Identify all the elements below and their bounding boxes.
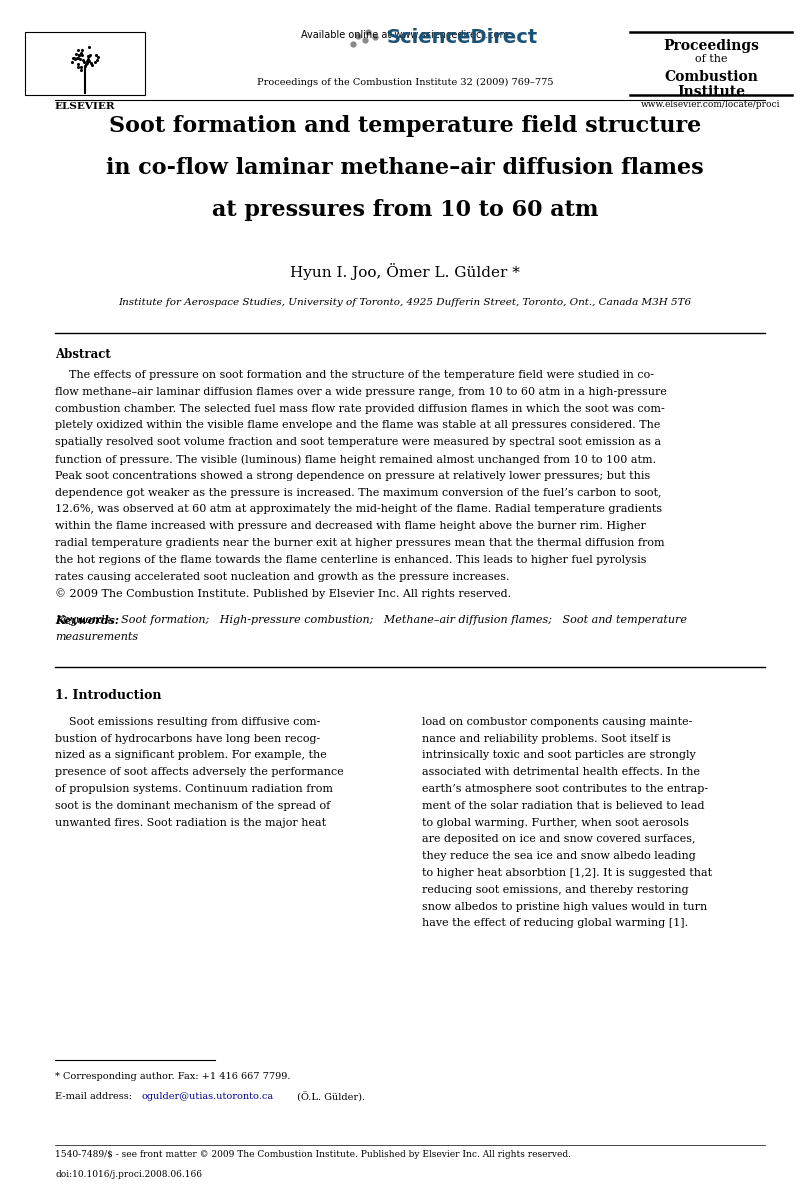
Text: 12.6%, was observed at 60 atm at approximately the mid-height of the flame. Radi: 12.6%, was observed at 60 atm at approxi… [55, 504, 662, 515]
Text: of the: of the [695, 54, 727, 65]
Text: ment of the solar radiation that is believed to lead: ment of the solar radiation that is beli… [423, 800, 705, 811]
Text: Combustion: Combustion [664, 70, 758, 84]
Point [67, 48, 80, 67]
Text: E-mail address:: E-mail address: [55, 1092, 135, 1102]
Text: pletely oxidized within the visible flame envelope and the flame was stable at a: pletely oxidized within the visible flam… [55, 420, 660, 431]
Text: associated with detrimental health effects. In the: associated with detrimental health effec… [423, 767, 701, 778]
Point [83, 37, 96, 56]
Point [75, 41, 88, 60]
Point [66, 52, 79, 71]
Text: soot is the dominant mechanism of the spread of: soot is the dominant mechanism of the sp… [55, 800, 330, 811]
Text: nized as a significant problem. For example, the: nized as a significant problem. For exam… [55, 750, 326, 761]
Point [69, 49, 82, 68]
Text: in co-flow laminar methane–air diffusion flames: in co-flow laminar methane–air diffusion… [106, 157, 704, 179]
Text: dependence got weaker as the pressure is increased. The maximum conversion of th: dependence got weaker as the pressure is… [55, 487, 662, 498]
Text: flow methane–air laminar diffusion flames over a wide pressure range, from 10 to: flow methane–air laminar diffusion flame… [55, 386, 667, 397]
Text: Abstract: Abstract [55, 348, 111, 361]
Text: the hot regions of the flame towards the flame centerline is enhanced. This lead: the hot regions of the flame towards the… [55, 554, 646, 565]
Text: Available online at www.sciencedirect.com: Available online at www.sciencedirect.co… [301, 30, 509, 40]
Text: Keywords:  Soot formation;   High-pressure combustion;   Methane–air diffusion f: Keywords: Soot formation; High-pressure … [55, 616, 687, 625]
Text: rates causing accelerated soot nucleation and growth as the pressure increases.: rates causing accelerated soot nucleatio… [55, 571, 509, 582]
Text: unwanted fires. Soot radiation is the major heat: unwanted fires. Soot radiation is the ma… [55, 817, 326, 828]
Point [71, 48, 84, 67]
Text: Keywords:: Keywords: [55, 616, 119, 626]
Point [83, 47, 96, 66]
Text: load on combustor components causing mainte-: load on combustor components causing mai… [423, 716, 693, 727]
Bar [25, 32, 145, 95]
Point [77, 50, 90, 70]
Text: Peak soot concentrations showed a strong dependence on pressure at relatively lo: Peak soot concentrations showed a strong… [55, 470, 650, 481]
Text: intrinsically toxic and soot particles are strongly: intrinsically toxic and soot particles a… [423, 750, 697, 761]
Text: combustion chamber. The selected fuel mass flow rate provided diffusion flames i: combustion chamber. The selected fuel ma… [55, 403, 665, 414]
Text: 1. Introduction: 1. Introduction [55, 689, 161, 702]
Point [81, 52, 94, 71]
Point [83, 52, 96, 71]
Text: www.elsevier.com/locate/proci: www.elsevier.com/locate/proci [642, 100, 781, 109]
Point [70, 48, 83, 67]
Point [73, 46, 86, 65]
Text: ELSEVIER: ELSEVIER [55, 102, 115, 110]
Point [83, 46, 96, 65]
Text: Proceedings of the Combustion Institute 32 (2009) 769–775: Proceedings of the Combustion Institute … [257, 78, 553, 88]
Point [92, 47, 104, 66]
Text: * Corresponding author. Fax: +1 416 667 7799.: * Corresponding author. Fax: +1 416 667 … [55, 1072, 291, 1081]
Text: Hyun I. Joo, Ömer L. Gülder *: Hyun I. Joo, Ömer L. Gülder * [290, 263, 520, 280]
Text: The effects of pressure on soot formation and the structure of the temperature f: The effects of pressure on soot formatio… [55, 370, 654, 380]
Text: Soot formation and temperature field structure: Soot formation and temperature field str… [109, 115, 701, 137]
Point [81, 46, 94, 65]
Text: of propulsion systems. Continuum radiation from: of propulsion systems. Continuum radiati… [55, 784, 333, 794]
Point [72, 41, 85, 60]
Point [90, 46, 103, 65]
Point [73, 46, 86, 65]
Point [79, 56, 92, 76]
Point [76, 46, 89, 65]
Text: within the flame increased with pressure and decreased with flame height above t: within the flame increased with pressure… [55, 521, 646, 532]
Text: 1540-7489/$ - see front matter © 2009 The Combustion Institute. Published by Els: 1540-7489/$ - see front matter © 2009 Th… [55, 1150, 571, 1159]
Text: Institute for Aerospace Studies, University of Toronto, 4925 Dufferin Street, To: Institute for Aerospace Studies, Univers… [118, 298, 692, 307]
Text: radial temperature gradients near the burner exit at higher pressures mean that : radial temperature gradients near the bu… [55, 538, 665, 548]
Text: nance and reliability problems. Soot itself is: nance and reliability problems. Soot its… [423, 733, 671, 744]
Point [71, 54, 84, 73]
Text: (Ö.L. Gülder).: (Ö.L. Gülder). [294, 1092, 365, 1103]
Text: Soot emissions resulting from diffusive com-: Soot emissions resulting from diffusive … [55, 716, 321, 727]
Point [75, 60, 87, 79]
Text: ogulder@utias.utoronto.ca: ogulder@utias.utoronto.ca [142, 1092, 274, 1102]
Point [84, 54, 97, 73]
Point [80, 54, 93, 73]
Text: Institute: Institute [677, 85, 745, 100]
Point [74, 49, 87, 68]
Text: reducing soot emissions, and thereby restoring: reducing soot emissions, and thereby res… [423, 884, 689, 895]
Text: have the effect of reducing global warming [1].: have the effect of reducing global warmi… [423, 918, 688, 929]
Point [85, 55, 98, 74]
Point [75, 56, 87, 76]
Text: ScienceDirect: ScienceDirect [387, 28, 539, 47]
Point [80, 53, 93, 72]
Point [75, 43, 88, 62]
Point [72, 56, 85, 76]
Text: © 2009 The Combustion Institute. Published by Elsevier Inc. All rights reserved.: © 2009 The Combustion Institute. Publish… [55, 588, 511, 599]
Point [82, 49, 95, 68]
Text: to higher heat absorbtion [1,2]. It is suggested that: to higher heat absorbtion [1,2]. It is s… [423, 868, 713, 878]
Text: function of pressure. The visible (luminous) flame height remained almost unchan: function of pressure. The visible (lumin… [55, 454, 656, 464]
Text: are deposited on ice and snow covered surfaces,: are deposited on ice and snow covered su… [423, 834, 696, 845]
Text: Proceedings: Proceedings [663, 38, 759, 53]
Text: at pressures from 10 to 60 atm: at pressures from 10 to 60 atm [211, 199, 599, 221]
Text: measurements: measurements [55, 632, 139, 642]
Point [70, 44, 83, 64]
Text: bustion of hydrocarbons have long been recog-: bustion of hydrocarbons have long been r… [55, 733, 320, 744]
Text: to global warming. Further, when soot aerosols: to global warming. Further, when soot ae… [423, 817, 689, 828]
Text: presence of soot affects adversely the performance: presence of soot affects adversely the p… [55, 767, 343, 778]
Point [88, 53, 101, 72]
Text: they reduce the sea ice and snow albedo leading: they reduce the sea ice and snow albedo … [423, 851, 697, 862]
Text: doi:10.1016/j.proci.2008.06.166: doi:10.1016/j.proci.2008.06.166 [55, 1170, 202, 1178]
Text: spatially resolved soot volume fraction and soot temperature were measured by sp: spatially resolved soot volume fraction … [55, 437, 661, 448]
Point [91, 50, 104, 70]
Point [66, 48, 79, 67]
Point [77, 53, 90, 72]
Text: snow albedos to pristine high values would in turn: snow albedos to pristine high values wou… [423, 901, 708, 912]
Text: earth’s atmosphere soot contributes to the entrap-: earth’s atmosphere soot contributes to t… [423, 784, 709, 794]
